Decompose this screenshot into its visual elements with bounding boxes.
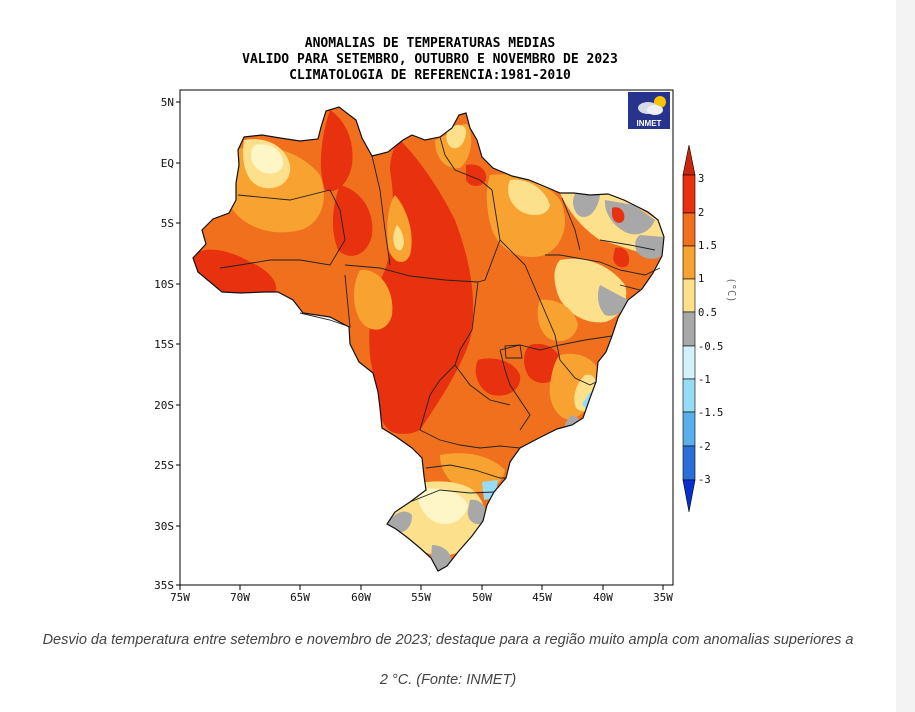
- latitude-labels: 5N EQ 5S 10S 15S 20S 25S 30S 35S: [154, 96, 174, 592]
- lat-label-5s: 5S: [161, 217, 174, 230]
- map-title-line-2: VALIDO PARA SETEMBRO, OUTUBRO E NOVEMBRO…: [242, 52, 618, 67]
- colorbar-label-minus-3: -3: [698, 474, 711, 486]
- lat-label-10s: 10S: [154, 278, 174, 291]
- colorbar-label-1: 1: [698, 273, 704, 285]
- colorbar-label-minus-1-5: -1.5: [698, 407, 723, 419]
- lon-label-40w: 40W: [593, 591, 613, 604]
- axis-ticks: [176, 101, 664, 590]
- map-title-line-1: ANOMALIAS DE TEMPERATURAS MEDIAS: [304, 36, 556, 51]
- lon-label-35w: 35W: [653, 591, 673, 604]
- colorbar-label-3: 3: [698, 173, 704, 185]
- colorbar-label-2: 2: [698, 207, 704, 219]
- colorbar-label-minus-0-5: -0.5: [698, 341, 723, 353]
- lat-label-5n: 5N: [161, 96, 174, 109]
- lon-label-60w: 60W: [351, 591, 371, 604]
- colorbar-label-1-5: 1.5: [698, 240, 717, 252]
- colorbar-labels: 3 2 1.5 1 0.5 -0.5 -1 -1.5 -2 -3: [698, 173, 723, 486]
- temperature-anomaly-map: 5N EQ 5S 10S 15S 20S 25S 30S 35S 75W 70W…: [154, 89, 737, 604]
- inmet-logo-text: INMET: [637, 119, 662, 128]
- figure-caption-line-1: Desvio da temperatura entre setembro e n…: [42, 632, 854, 648]
- colorbar-label-0-5: 0.5: [698, 307, 717, 319]
- lon-label-55w: 55W: [411, 591, 431, 604]
- sun-icon: [654, 96, 666, 108]
- lat-label-eq: EQ: [161, 157, 174, 170]
- page-scroll-gutter: [896, 0, 915, 712]
- map-title-line-3: CLIMATOLOGIA DE REFERENCIA:1981-2010: [289, 68, 571, 83]
- lat-label-25s: 25S: [154, 459, 174, 472]
- colorbar-label-minus-2: -2: [698, 441, 711, 453]
- lon-label-50w: 50W: [472, 591, 492, 604]
- longitude-labels: 75W 70W 65W 60W 55W 50W 45W 40W 35W: [170, 591, 673, 604]
- lat-label-30s: 30S: [154, 520, 174, 533]
- lon-label-65w: 65W: [290, 591, 310, 604]
- lat-label-20s: 20S: [154, 399, 174, 412]
- lon-label-45w: 45W: [532, 591, 552, 604]
- colorbar-label-minus-1: -1: [698, 374, 711, 386]
- state-borders: [192, 106, 665, 572]
- colorbar: [682, 144, 696, 513]
- figure-caption-line-2: 2 °C. (Fonte: INMET): [379, 672, 517, 688]
- colorbar-unit: (°C): [725, 277, 737, 302]
- lon-label-75w: 75W: [170, 591, 190, 604]
- lon-label-70w: 70W: [230, 591, 250, 604]
- inmet-logo: INMET: [628, 92, 670, 129]
- lat-label-35s: 35S: [154, 579, 174, 592]
- lat-label-15s: 15S: [154, 338, 174, 351]
